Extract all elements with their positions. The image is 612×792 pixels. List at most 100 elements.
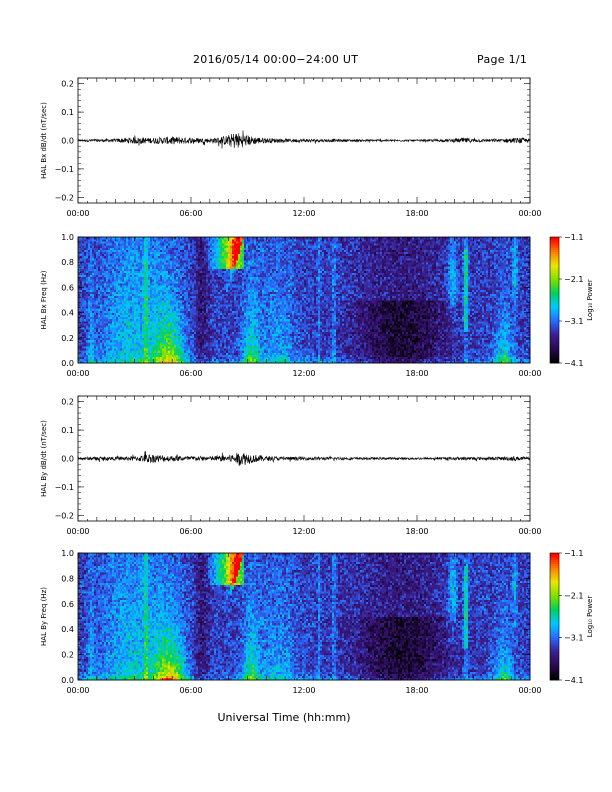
spectrogram-cell xyxy=(84,248,86,250)
spectrogram-cell xyxy=(148,357,150,359)
spectrogram-cell xyxy=(96,321,98,323)
spectrogram-cell xyxy=(80,271,82,273)
spectrogram-cell xyxy=(210,277,212,279)
spectrogram-cell xyxy=(84,327,86,329)
spectrogram-cell xyxy=(90,260,92,262)
spectrogram-cell xyxy=(132,281,134,283)
spectrogram-cell xyxy=(220,243,222,245)
spectrogram-cell xyxy=(148,283,150,285)
spectrogram-cell xyxy=(228,327,230,329)
spectrogram-cell xyxy=(154,271,156,273)
spectrogram-cell xyxy=(170,243,172,245)
spectrogram-cell xyxy=(148,245,150,247)
spectrogram-cell xyxy=(230,245,232,247)
spectrogram-cell xyxy=(194,340,196,342)
spectrogram-cell xyxy=(120,346,122,348)
spectrogram-cell xyxy=(232,342,234,344)
spectrogram-cell xyxy=(162,281,164,283)
spectrogram-cell xyxy=(190,306,192,308)
spectrogram-cell xyxy=(106,266,108,268)
spectrogram-cell xyxy=(164,304,166,306)
spectrogram-cell xyxy=(186,338,188,340)
spectrogram-cell xyxy=(118,262,120,264)
spectrogram-cell xyxy=(128,317,130,319)
spectrogram-cell xyxy=(168,317,170,319)
spectrogram-cell xyxy=(98,338,100,340)
spectrogram-cell xyxy=(196,300,198,302)
spectrogram-cell xyxy=(120,308,122,310)
spectrogram-cell xyxy=(112,248,114,250)
spectrogram-cell xyxy=(102,325,104,327)
spectrogram-cell xyxy=(232,336,234,338)
spectrogram-cell xyxy=(202,264,204,266)
spectrogram-cell xyxy=(118,304,120,306)
spectrogram-cell xyxy=(106,262,108,264)
spectrogram-cell xyxy=(84,315,86,317)
spectrogram-cell xyxy=(90,317,92,319)
spectrogram-cell xyxy=(124,306,126,308)
spectrogram-cell xyxy=(86,296,88,298)
spectrogram-cell xyxy=(214,353,216,355)
line-chart-0 xyxy=(78,78,530,203)
spectrogram-cell xyxy=(152,321,154,323)
spectrogram-cell xyxy=(164,239,166,241)
spectrogram-cell xyxy=(96,279,98,281)
spectrogram-cell xyxy=(124,256,126,258)
spectrogram-cell xyxy=(184,319,186,321)
spectrogram-cell xyxy=(92,294,94,296)
spectrogram-cell xyxy=(224,346,226,348)
spectrogram-cell xyxy=(188,269,190,271)
spectrogram-cell xyxy=(214,304,216,306)
spectrogram-cell xyxy=(128,271,130,273)
spectrogram-cell xyxy=(120,355,122,357)
spectrogram-cell xyxy=(196,252,198,254)
spectrogram-cell xyxy=(114,306,116,308)
spectrogram-cell xyxy=(170,329,172,331)
spectrogram-cell xyxy=(116,254,118,256)
spectrogram-cell xyxy=(230,329,232,331)
spectrogram-cell xyxy=(232,243,234,245)
spectrogram-cell xyxy=(234,306,236,308)
spectrogram-cell xyxy=(114,248,116,250)
spectrogram-cell xyxy=(142,357,144,359)
spectrogram-cell xyxy=(202,252,204,254)
spectrogram-cell xyxy=(100,266,102,268)
spectrogram-cell xyxy=(96,357,98,359)
spectrogram-cell xyxy=(128,319,130,321)
spectrogram-cell xyxy=(198,271,200,273)
spectrogram-cell xyxy=(124,258,126,260)
spectrogram-cell xyxy=(102,304,104,306)
spectrogram-cell xyxy=(134,256,136,258)
spectrogram-cell xyxy=(148,317,150,319)
spectrogram-cell xyxy=(96,248,98,250)
spectrogram-cell xyxy=(222,350,224,352)
spectrogram-cell xyxy=(172,350,174,352)
spectrogram-cell xyxy=(186,296,188,298)
spectrogram-cell xyxy=(218,311,220,313)
spectrogram-cell xyxy=(168,258,170,260)
spectrogram-cell xyxy=(124,332,126,334)
spectrogram-cell xyxy=(218,245,220,247)
spectrogram-cell xyxy=(108,239,110,241)
spectrogram-cell xyxy=(118,315,120,317)
spectrogram-cell xyxy=(222,281,224,283)
spectrogram-cell xyxy=(224,338,226,340)
spectrogram-cell xyxy=(218,285,220,287)
spectrogram-cell xyxy=(80,241,82,243)
spectrogram-cell xyxy=(180,321,182,323)
spectrogram-cell xyxy=(98,285,100,287)
spectrogram-cell xyxy=(104,269,106,271)
spectrogram-cell xyxy=(202,325,204,327)
spectrogram-cell xyxy=(236,359,238,361)
spectrogram-cell xyxy=(116,311,118,313)
spectrogram-cell xyxy=(178,332,180,334)
spectrogram-cell xyxy=(198,287,200,289)
spectrogram-cell xyxy=(188,340,190,342)
spectrogram-cell xyxy=(164,325,166,327)
spectrogram-cell xyxy=(176,252,178,254)
spectrogram-cell xyxy=(182,357,184,359)
spectrogram-cell xyxy=(96,302,98,304)
spectrogram-cell xyxy=(218,321,220,323)
spectrogram-cell xyxy=(154,285,156,287)
spectrogram-cell xyxy=(204,350,206,352)
